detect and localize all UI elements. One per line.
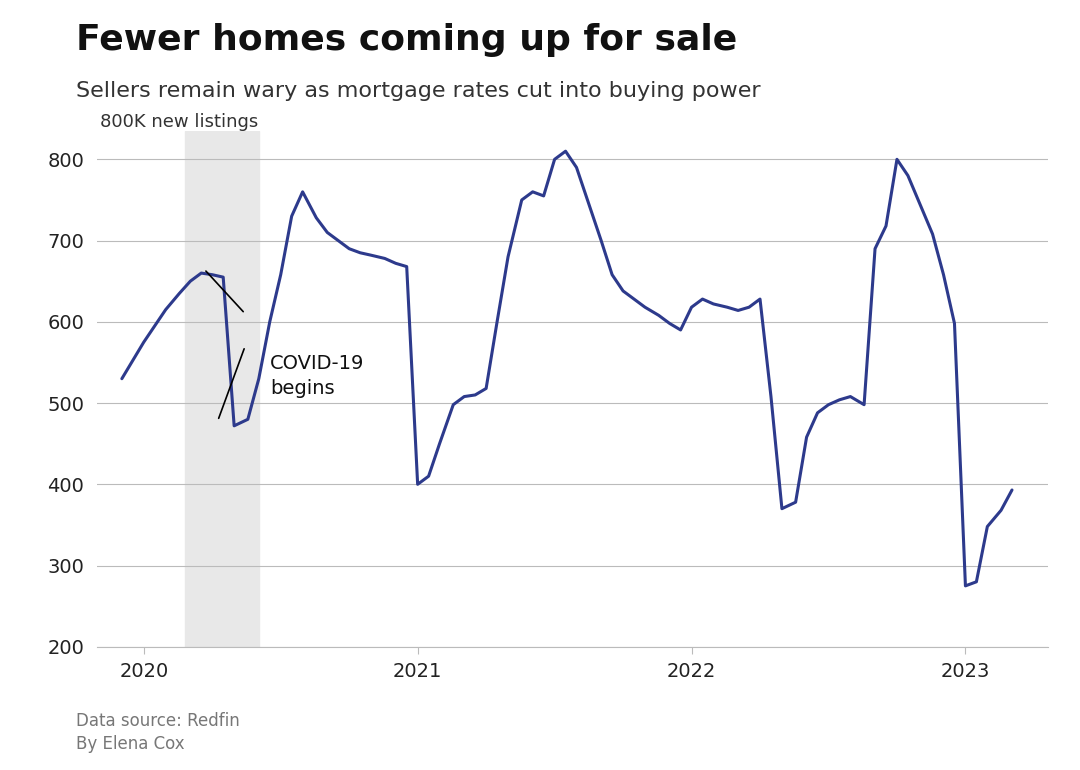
Text: 800K new listings: 800K new listings <box>100 113 258 131</box>
Text: COVID-19
begins: COVID-19 begins <box>270 354 364 398</box>
Text: Fewer homes coming up for sale: Fewer homes coming up for sale <box>76 23 737 57</box>
Text: Data source: Redfin: Data source: Redfin <box>76 712 240 730</box>
Text: Sellers remain wary as mortgage rates cut into buying power: Sellers remain wary as mortgage rates cu… <box>76 81 760 101</box>
Text: By Elena Cox: By Elena Cox <box>76 735 185 752</box>
Bar <box>185 131 259 647</box>
